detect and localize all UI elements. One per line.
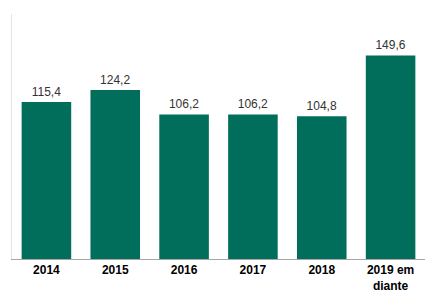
svg-text:106,2: 106,2 (169, 97, 199, 111)
svg-text:106,2: 106,2 (238, 97, 268, 111)
svg-text:115,4: 115,4 (32, 85, 61, 99)
svg-text:2014: 2014 (33, 263, 60, 277)
svg-text:2019 emdiante: 2019 emdiante (367, 263, 414, 293)
svg-text:2015: 2015 (102, 263, 129, 277)
svg-text:2017: 2017 (240, 263, 267, 277)
svg-text:124,2: 124,2 (100, 73, 130, 87)
svg-text:104,8: 104,8 (307, 99, 337, 113)
svg-text:149,6: 149,6 (375, 38, 405, 52)
svg-text:2018: 2018 (308, 263, 335, 277)
svg-text:2016: 2016 (171, 263, 198, 277)
